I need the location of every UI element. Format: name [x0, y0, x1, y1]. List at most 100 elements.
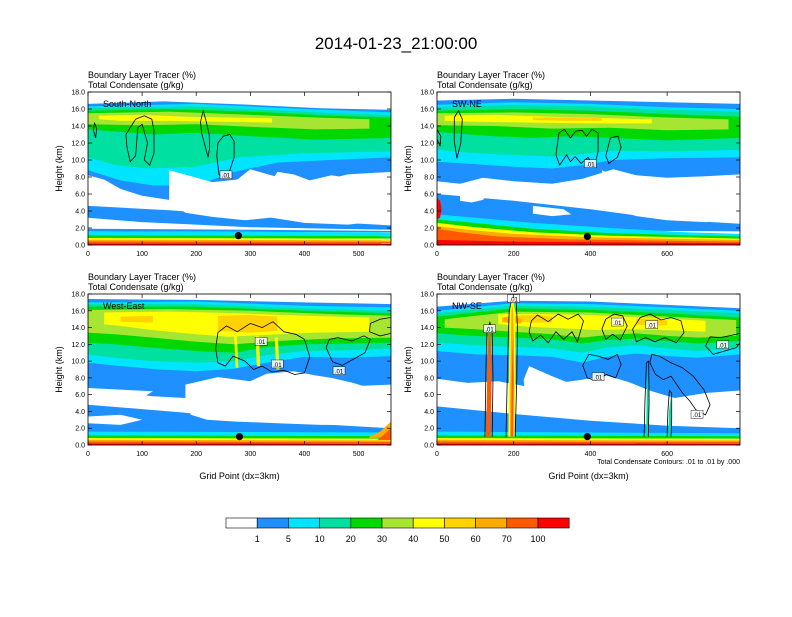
y-tick-label: 6.0	[424, 392, 434, 399]
tracer-band-22	[511, 339, 514, 437]
main-title: 2014-01-23_21:00:00	[315, 34, 478, 53]
y-tick-label: 18.0	[71, 292, 85, 299]
condensate-contour-0	[125, 115, 155, 166]
tracer-fill	[437, 299, 740, 445]
contour-label: .01	[222, 174, 231, 180]
x-tick-label: 200	[508, 451, 520, 458]
x-tick-label: 400	[585, 451, 597, 458]
y-tick-label: 6.0	[424, 192, 434, 199]
condensate-contour-0	[453, 109, 463, 159]
colorbar-swatch-1	[256, 517, 289, 529]
x-tick-label: 400	[299, 451, 311, 458]
panel-south-north: .01 Boundary Layer Tracer (%)Total Conden…	[54, 70, 392, 258]
tracer-band-14	[88, 414, 143, 425]
x-tick-label: 600	[661, 451, 673, 458]
y-tick-label: 12.0	[71, 141, 85, 148]
colorbar-swatch-4	[350, 517, 383, 529]
tracer-band-13	[88, 239, 391, 242]
x-tick-label: 100	[136, 251, 148, 258]
x-axis-label: Grid Point (dx=3km)	[199, 471, 279, 481]
plot-frame	[87, 91, 392, 246]
tracer-fill	[88, 299, 391, 445]
x-tick-label: 200	[190, 251, 202, 258]
colorbar-swatch-2	[288, 517, 320, 529]
panel-west-east: .01 .01 .01 Boundary Layer Tracer (%)Total …	[54, 272, 392, 481]
contour-label: .01	[335, 369, 344, 375]
colorbar-swatch-3	[319, 517, 352, 529]
tracer-band-19	[88, 441, 391, 444]
y-tick-label: 16.0	[71, 308, 85, 315]
tracer-band-10	[532, 205, 572, 217]
plot-frame	[436, 91, 741, 246]
x-tick-label: 500	[353, 251, 365, 258]
condensate-contour-1	[325, 335, 371, 366]
y-tick-label: 14.0	[420, 325, 434, 332]
x-tick-label: 0	[86, 451, 90, 458]
colorbar: 1 5 10 20 30 40 50 60 70 100	[225, 517, 570, 544]
panel-title-tracer: Boundary Layer Tracer (%)	[88, 272, 196, 282]
y-tick-label: 12.0	[420, 141, 434, 148]
contour-label-box	[271, 359, 284, 369]
x-tick-label: 0	[86, 251, 90, 258]
condensate-contour-1	[200, 109, 211, 158]
x-tick-label: 400	[585, 251, 597, 258]
y-tick-label: 18.0	[71, 90, 85, 97]
y-tick-label: 10.0	[71, 359, 85, 366]
contour-label: .01	[273, 363, 282, 369]
colorbar-label: 40	[408, 534, 418, 544]
y-tick-label: 8.0	[424, 375, 434, 382]
colorbar-label: 70	[502, 534, 512, 544]
y-tick-label: 0.0	[424, 243, 434, 250]
panel-region-label: West-East	[103, 301, 145, 311]
contour-label: .01	[648, 323, 657, 329]
contour-label-box	[611, 317, 624, 327]
y-tick-label: 10.0	[420, 359, 434, 366]
tracer-band-7	[513, 315, 553, 323]
location-marker	[583, 433, 591, 441]
y-tick-label: 8.0	[424, 175, 434, 182]
panel-region-label: SW-NE	[452, 99, 482, 109]
y-tick-label: 12.0	[420, 342, 434, 349]
tracer-band-18	[437, 443, 740, 445]
y-tick-label: 2.0	[424, 426, 434, 433]
y-tick-label: 12.0	[71, 342, 85, 349]
y-axis-label: Height (km)	[54, 346, 64, 393]
condensate-contours	[215, 317, 391, 375]
x-tick-label: 300	[244, 251, 256, 258]
condensate-contour-0	[484, 321, 494, 437]
tracer-band-9	[234, 335, 239, 368]
contour-label-box	[591, 372, 605, 381]
y-tick-label: 4.0	[75, 409, 85, 416]
tracer-band-20	[88, 443, 391, 445]
location-marker	[234, 232, 243, 240]
panel-title-tracer: Boundary Layer Tracer (%)	[437, 272, 545, 282]
contour-label-box	[716, 340, 729, 349]
condensate-contour-2	[605, 135, 622, 165]
contour-label: .01	[510, 297, 519, 303]
panel-title-condensate: Total Condensate (g/kg)	[88, 282, 184, 292]
condensate-contour-2	[369, 317, 391, 337]
tracer-band-10	[523, 366, 583, 414]
y-tick-label: 0.0	[424, 443, 434, 450]
tracer-band-8	[120, 315, 153, 323]
condensate-contour-2	[528, 313, 584, 344]
condensate-contour-1	[555, 128, 599, 168]
x-tick-label: 500	[353, 451, 365, 458]
y-tick-label: 4.0	[424, 209, 434, 216]
y-tick-label: 8.0	[75, 375, 85, 382]
contour-label: .01	[719, 343, 728, 349]
y-tick-label: 18.0	[420, 292, 434, 299]
contour-label-box	[690, 410, 704, 419]
y-axis-label: Height (km)	[403, 145, 413, 192]
tracer-band-16	[437, 439, 740, 443]
contour-label: .01	[613, 321, 622, 327]
panel-title-tracer: Boundary Layer Tracer (%)	[437, 70, 545, 80]
tracer-band-14	[88, 241, 391, 244]
y-tick-label: 2.0	[75, 226, 85, 233]
colorbar-label: 60	[471, 534, 481, 544]
y-tick-label: 0.0	[75, 443, 85, 450]
contour-label: .01	[594, 375, 603, 381]
panel-sw-ne: .01 Boundary Layer Tracer (%)Total Conden…	[403, 70, 741, 258]
